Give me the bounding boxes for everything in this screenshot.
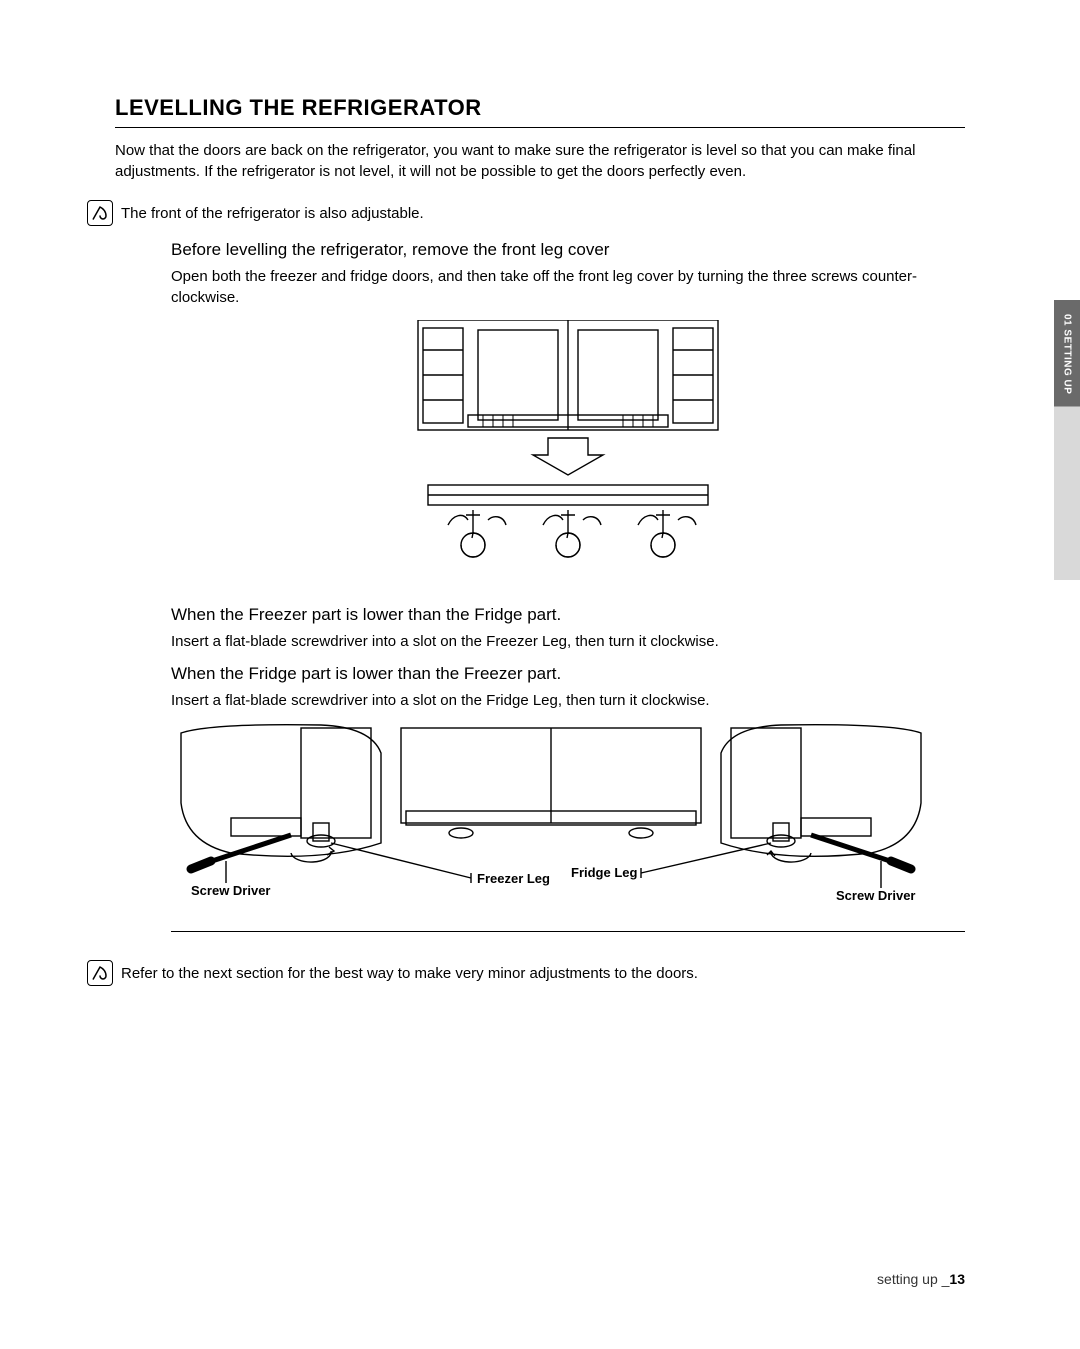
sub-heading: When the Fridge part is lower than the F…	[171, 664, 965, 684]
callout-screwdriver-right: Screw Driver	[836, 888, 916, 903]
sub-paragraph: Insert a flat-blade screwdriver into a s…	[171, 631, 965, 652]
footer-label: setting up _	[877, 1271, 949, 1287]
callout-freezer-leg: Freezer Leg	[477, 871, 550, 886]
page-number: 13	[949, 1271, 965, 1287]
subsection-fridge-lower: When the Fridge part is lower than the F…	[171, 664, 965, 711]
final-note-text: Refer to the next section for the best w…	[121, 965, 698, 982]
note-block: The front of the refrigerator is also ad…	[87, 200, 965, 226]
final-note-block: Refer to the next section for the best w…	[87, 960, 965, 986]
intro-paragraph: Now that the doors are back on the refri…	[115, 140, 965, 182]
page-content: LEVELLING THE REFRIGERATOR Now that the …	[0, 0, 1080, 986]
sub-paragraph: Open both the freezer and fridge doors, …	[171, 266, 965, 308]
subsection-remove-cover: Before levelling the refrigerator, remov…	[171, 240, 965, 585]
figure-levelling-legs: Screw Driver Freezer Leg Fridge Leg Scre…	[171, 723, 965, 932]
note-icon	[87, 200, 113, 226]
subsection-freezer-lower: When the Freezer part is lower than the …	[171, 605, 965, 652]
sub-paragraph: Insert a flat-blade screwdriver into a s…	[171, 690, 965, 711]
note-icon	[87, 960, 113, 986]
sub-heading: Before levelling the refrigerator, remov…	[171, 240, 965, 260]
note-text: The front of the refrigerator is also ad…	[121, 205, 424, 222]
section-title: LEVELLING THE REFRIGERATOR	[115, 95, 965, 128]
callout-fridge-leg: Fridge Leg	[571, 865, 637, 880]
callout-screwdriver-left: Screw Driver	[191, 883, 271, 898]
sub-heading: When the Freezer part is lower than the …	[171, 605, 965, 625]
figure-remove-cover	[171, 320, 965, 585]
page-footer: setting up _13	[877, 1271, 965, 1287]
